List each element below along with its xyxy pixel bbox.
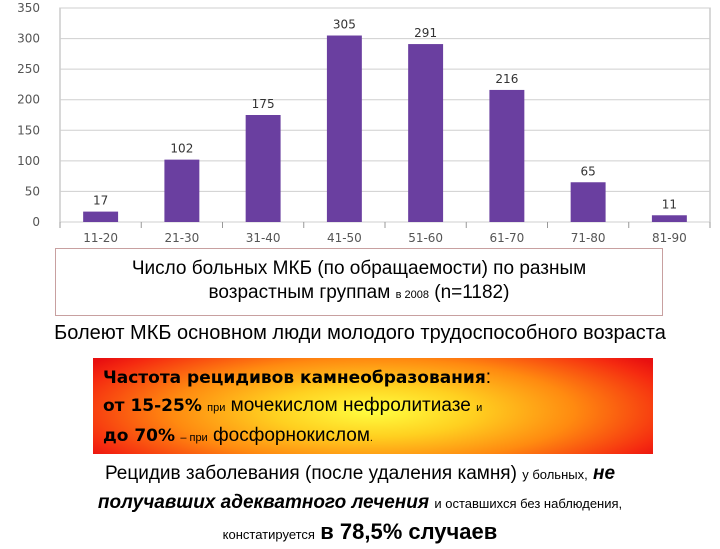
relapse-frequency-box: Частота рецидивов камнеобразования: от 1… <box>93 358 653 454</box>
footer-highlight: в 78,5% случаев <box>320 519 498 544</box>
data-label: 291 <box>414 26 437 40</box>
age-group-bar-chart: 17 102 175 305 291 216 65 11 11-20 21-30 31-40 41-… <box>17 1 711 245</box>
footer-emph-1: не <box>593 463 616 484</box>
y-tick-label: 300 <box>17 32 40 46</box>
footer-text-1: Рецидив заболевания (после удаления камн… <box>104 463 517 484</box>
data-label: 175 <box>252 97 275 111</box>
relapse-condition-2: фосфорнокислом <box>213 425 370 446</box>
x-tick-label: 41-50 <box>327 231 362 245</box>
y-tick-label: 50 <box>25 184 40 198</box>
relapse-range-2: до 70% <box>103 426 176 446</box>
y-tick-label: 350 <box>17 1 40 15</box>
bar-81-90 <box>651 215 687 222</box>
x-tick-label: 51-60 <box>408 231 443 245</box>
y-tick-label: 100 <box>17 154 40 168</box>
caption-line-1: Число больных МКБ (по обращаемости) по р… <box>131 258 587 279</box>
bar-71-80 <box>570 182 606 222</box>
relapse-prep-2: – при <box>180 432 208 444</box>
caption-line-2: возрастным группам в 2008 (n=1182) <box>56 281 662 307</box>
main-note: Болеют МКБ основном люди молодого трудос… <box>54 322 666 344</box>
relapse-condition-1: мочекислом нефролитиазе <box>230 395 471 416</box>
x-tick-label: 11-20 <box>83 231 118 245</box>
bar-11-20 <box>83 211 119 222</box>
bar-31-40 <box>245 115 281 222</box>
chart-grid <box>59 7 711 228</box>
relapse-line-2: от 15-25% при мочекислом нефролитиазе и <box>103 392 643 422</box>
relapse-range-1: от 15-25% <box>103 396 202 416</box>
relapse-colon: : <box>485 367 492 388</box>
data-label: 11 <box>662 197 677 211</box>
footer-line-1: Рецидив заболевания (после удаления камн… <box>0 460 720 489</box>
footer-small-1: у больных, <box>522 467 588 482</box>
bar-21-30 <box>164 159 200 222</box>
bar-51-60 <box>408 44 444 223</box>
chart-data-labels: 17 102 175 305 291 216 65 11 <box>93 18 677 212</box>
data-label: 65 <box>580 164 595 178</box>
y-tick-label: 200 <box>17 93 40 107</box>
relapse-title: Частота рецидивов камнеобразования <box>103 368 486 388</box>
bar-61-70 <box>489 89 525 222</box>
y-tick-label: 150 <box>17 123 40 137</box>
x-tick-label: 31-40 <box>246 231 281 245</box>
relapse-conj: и <box>476 402 483 414</box>
data-label: 17 <box>93 194 108 208</box>
plot-frame <box>59 7 711 223</box>
caption-year: в 2008 <box>395 289 429 301</box>
data-label: 305 <box>333 18 356 32</box>
data-label: 216 <box>495 72 518 86</box>
y-tick-label: 250 <box>17 62 40 76</box>
relapse-line-3: до 70% – при фосфорнокислом. <box>103 422 643 452</box>
footer-line-2: получавших адекватного лечения и оставши… <box>0 489 720 518</box>
chart-bars <box>83 35 687 223</box>
chart-x-ticks: 11-20 21-30 31-40 41-50 51-60 61-70 71-80 81-90 <box>83 231 687 245</box>
caption-sample-size: (n=1182) <box>434 282 510 303</box>
footer-line-3: констатируется в 78,5% случаев <box>0 518 720 549</box>
x-tick-label: 81-90 <box>652 231 687 245</box>
footer-emph-2: получавших адекватного лечения <box>97 492 430 513</box>
x-tick-label: 21-30 <box>164 231 199 245</box>
footer-small-3: констатируется <box>222 527 315 542</box>
chart-caption-box: Число больных МКБ (по обращаемости) по р… <box>55 248 663 316</box>
x-tick-label: 61-70 <box>489 231 524 245</box>
data-label: 102 <box>170 142 193 156</box>
x-tick-label: 71-80 <box>571 231 606 245</box>
footer-small-2: и оставшихся без наблюдения, <box>434 496 623 511</box>
relapse-line-1: Частота рецидивов камнеобразования: <box>103 364 643 392</box>
bar-41-50 <box>326 35 362 223</box>
relapse-period: . <box>369 432 373 444</box>
relapse-footer: Рецидив заболевания (после удаления камн… <box>0 460 720 549</box>
y-tick-label: 0 <box>32 215 40 229</box>
chart-y-ticks: 0 50 100 150 200 250 300 350 <box>17 1 40 229</box>
caption-line-2-text: возрастным группам <box>208 282 391 303</box>
relapse-prep-1: при <box>207 402 226 414</box>
